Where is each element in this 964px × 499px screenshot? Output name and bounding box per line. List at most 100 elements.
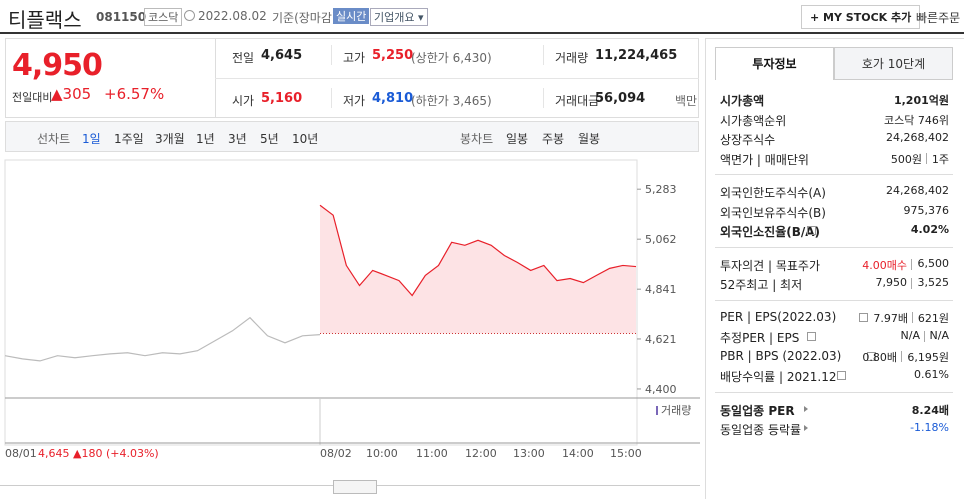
group-divider (715, 174, 953, 175)
group-divider (715, 391, 953, 393)
info-label: 외국인한도주식수(A) (720, 186, 826, 200)
group-divider (715, 246, 953, 248)
period-tab[interactable]: 1주일 (114, 132, 144, 146)
x-tick-label: 14:00 (562, 447, 594, 460)
info-icon (866, 351, 876, 361)
prev-day-note: 4,645 ▲180 (+4.03%) (38, 447, 159, 460)
period-tab[interactable]: 1일 (82, 132, 101, 146)
info-label: 투자의견 | 목표주가 (720, 258, 820, 273)
info-label: 상장주식수 (720, 133, 776, 147)
bottom-handle[interactable] (333, 480, 377, 494)
quote-value: 11,224,465 (595, 48, 678, 63)
market-badge: 코스닥 (144, 8, 183, 26)
info-value: N/A (929, 329, 949, 342)
arrow-icon (804, 425, 808, 431)
price-line (319, 204, 637, 297)
info-label: 배당수익률 | 2021.12 (720, 370, 837, 384)
info-label: 동일업종 등락률 (720, 423, 802, 437)
mystock-button[interactable]: + MY STOCK 추가 (801, 5, 921, 29)
info-value: 7.97배 (873, 311, 908, 325)
date: 2022.08.02 (198, 9, 267, 23)
value-separator (924, 331, 925, 342)
info-panel (705, 38, 964, 499)
y-tick-label: 4,621 (645, 333, 677, 346)
info-value: 6,500 (917, 256, 950, 270)
candle-chart-label: 봉차트 (460, 132, 494, 146)
period-tab[interactable]: 1년 (196, 132, 215, 146)
quote-value: 5,160 (261, 91, 303, 106)
info-label: 추정PER | EPS (720, 331, 800, 345)
info-value: 1주 (931, 152, 949, 166)
x-tick-label: 10:00 (366, 447, 398, 460)
candle-tab[interactable]: 주봉 (542, 132, 565, 146)
date-basis: 기준(장마감) (272, 11, 337, 25)
quote-col-divider (543, 45, 544, 65)
info-value: 코스닥 746위 (884, 113, 949, 127)
x-tick-label: 11:00 (416, 447, 448, 460)
x-tick-label: 08/02 (320, 447, 352, 460)
info-value: 6,195원 (907, 350, 949, 364)
quote-value: 5,250 (372, 48, 414, 63)
value-separator (911, 258, 912, 270)
y-tick-label: 4,841 (645, 283, 677, 296)
tab-bar (5, 121, 699, 152)
candle-tab[interactable]: 월봉 (578, 132, 601, 146)
info-icon (806, 226, 816, 235)
price-line (4, 316, 321, 362)
group-divider (715, 299, 953, 301)
candle-tab[interactable]: 일봉 (506, 132, 529, 146)
header-line (0, 32, 964, 34)
info-label: PER | EPS(2022.03) (720, 309, 837, 324)
arrow-icon (804, 405, 808, 412)
x-tick-label: 08/01 (5, 447, 37, 460)
quote-hline (215, 78, 699, 79)
info-label: 시가총액 (720, 94, 765, 108)
quote-col-divider (543, 88, 544, 108)
quote-value: 4,645 (261, 48, 303, 63)
info-value: 975,376 (903, 203, 950, 217)
line-chart-label: 선차트 (37, 132, 71, 146)
info-tab[interactable]: 투자정보 (715, 47, 834, 80)
info-value: -1.18% (910, 421, 949, 434)
info-value: 1,201억원 (893, 94, 949, 107)
volume-label: 거래량 (661, 404, 691, 417)
info-value: N/A (900, 329, 920, 342)
info-icon (836, 371, 846, 380)
quote-note: (상한가 6,430) (411, 51, 492, 65)
info-value: 4.00매수 (862, 258, 907, 272)
quote-note: 백만 (675, 94, 698, 108)
value-separator (926, 152, 927, 164)
info-label: 52주최고 | 최저 (720, 278, 803, 292)
period-tab[interactable]: 3개월 (155, 132, 185, 146)
chart: 5,283 5,062 4,841 4,621 4,400 거래량 08/01 08/02 10… (4, 159, 700, 460)
info-value: 0.80배 (862, 350, 897, 364)
x-tick-label: 12:00 (465, 447, 497, 460)
info-value: 4.02% (910, 223, 949, 236)
price-area (320, 205, 636, 334)
plot-frame (4, 159, 638, 446)
change-label: 전일대비 (12, 91, 53, 104)
change-pct: +6.57% (104, 85, 165, 103)
quick-order[interactable]: 빠른주문 (916, 11, 961, 25)
info-label: 시가총액순위 (720, 113, 787, 128)
overview-button[interactable]: 기업개요 ▾ (370, 8, 428, 26)
period-tab[interactable]: 3년 (228, 132, 247, 146)
info-label: PBR | BPS (2022.03) (720, 348, 842, 363)
period-tab[interactable]: 5년 (260, 132, 279, 146)
info-value: 621원 (917, 311, 949, 325)
quote-value: 4,810 (372, 91, 414, 106)
volume-legend-swatch (656, 406, 658, 415)
info-value: 8.24배 (911, 403, 949, 417)
info-value: 500원 (890, 152, 922, 166)
quote-label: 거래량 (555, 51, 589, 65)
value-separator (901, 350, 902, 362)
period-tab[interactable]: 10년 (292, 132, 319, 146)
info-tab[interactable]: 호가 10단계 (834, 47, 953, 80)
realtime-badge[interactable]: 실시간 (333, 8, 370, 24)
info-label: 외국인보유주식수(B) (720, 205, 826, 220)
quote-label: 저가 (343, 94, 366, 108)
info-value: 24,268,402 (886, 131, 949, 144)
stock-name: 티플랙스 (8, 8, 82, 32)
